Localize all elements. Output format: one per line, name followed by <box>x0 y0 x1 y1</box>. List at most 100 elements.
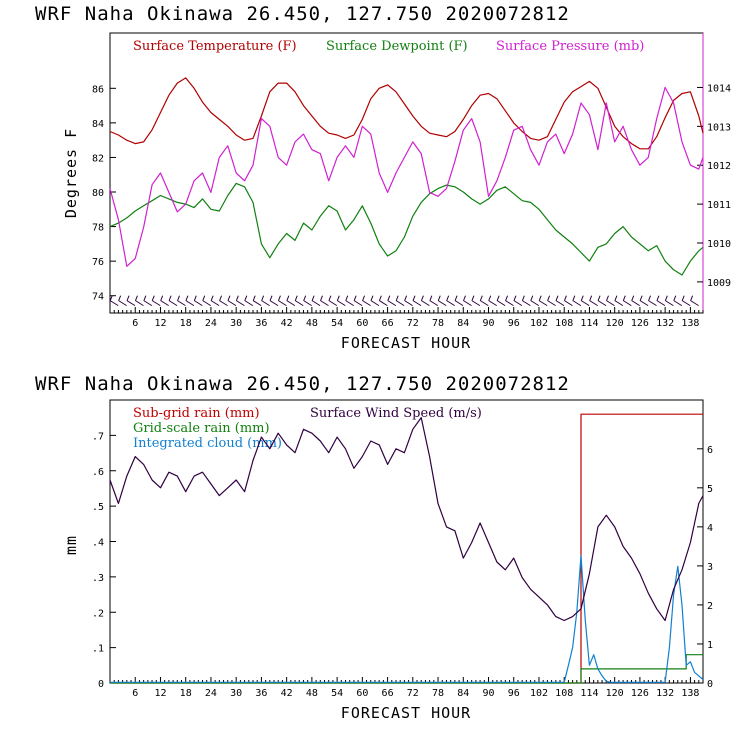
wind-barb <box>294 295 304 307</box>
wind-barb <box>664 295 674 307</box>
wind-barb <box>555 295 565 307</box>
wind-barb <box>505 295 514 307</box>
wind-barb <box>648 295 657 307</box>
panel1-xlabel: FORECAST HOUR <box>341 334 471 352</box>
wind-barb <box>580 295 590 307</box>
y2-tick-label: 1013 <box>707 122 731 133</box>
wind-barb <box>109 295 119 307</box>
wind-barb <box>463 295 472 307</box>
wind-barb <box>563 295 573 307</box>
wind-barb <box>345 295 354 307</box>
x-tick-label: 90 <box>482 688 494 699</box>
wind-barb <box>479 295 489 307</box>
x-tick-label: 120 <box>606 318 624 329</box>
x-tick-label: 78 <box>432 318 444 329</box>
x-tick-label: 18 <box>180 318 192 329</box>
legend-gridscale-rain: Grid-scale rain (mm) <box>133 421 270 436</box>
y-tick-label: .2 <box>92 608 104 619</box>
wind-barb <box>631 295 640 307</box>
x-tick-label: 60 <box>356 318 368 329</box>
wind-barbs-row <box>109 295 699 307</box>
x-tick-label: 12 <box>154 688 166 699</box>
wind-barb <box>160 295 169 307</box>
wind-barb <box>673 295 683 307</box>
legend-dewpoint: Surface Dewpoint (F) <box>326 39 468 54</box>
wind-barb <box>690 295 699 307</box>
wind-barb <box>597 295 607 307</box>
wind-barb <box>614 295 624 307</box>
wind-barb <box>656 295 666 307</box>
x-tick-label: 36 <box>255 318 267 329</box>
wind-barb <box>471 295 481 307</box>
wind-barb <box>488 295 497 307</box>
panel1-ylabel: Degrees F <box>62 128 80 218</box>
wind-barb <box>370 295 380 307</box>
y-tick-label: 76 <box>92 257 104 268</box>
x-tick-label: 126 <box>631 688 649 699</box>
y2-tick-label: 1 <box>707 640 713 651</box>
x-tick-label: 48 <box>306 688 318 699</box>
wind-barb <box>227 295 237 307</box>
x-tick-label: 84 <box>457 688 469 699</box>
panel1-title: WRF Naha Okinawa 26.450, 127.750 2020072… <box>35 3 570 25</box>
wind-barb <box>496 295 506 307</box>
y-tick-label: 74 <box>92 292 104 303</box>
y-tick-label: .6 <box>92 467 104 478</box>
panel1-y2-ticks: 1009 1010 1011 1012 1013 1014 <box>697 83 731 289</box>
x-tick-label: 132 <box>656 688 674 699</box>
x-tick-label: 126 <box>631 318 649 329</box>
x-tick-label: 102 <box>530 688 548 699</box>
x-tick-label: 120 <box>606 688 624 699</box>
x-tick-label: 54 <box>331 318 343 329</box>
y2-tick-label: 4 <box>707 523 713 534</box>
x-tick-label: 18 <box>180 688 192 699</box>
x-tick-label: 6 <box>132 318 138 329</box>
wind-barb <box>134 295 144 307</box>
wind-barb <box>420 295 430 307</box>
x-tick-label: 90 <box>482 318 494 329</box>
wind-barb <box>572 295 582 307</box>
wind-barb <box>378 295 388 307</box>
y-tick-label: .1 <box>92 644 104 655</box>
wind-barb <box>606 295 615 307</box>
x-tick-label: 48 <box>306 318 318 329</box>
x-tick-label: 24 <box>205 318 217 329</box>
x-tick-label: 30 <box>230 688 242 699</box>
wind-barb <box>328 295 338 307</box>
wind-barb <box>168 295 178 307</box>
panel2-series <box>109 413 704 684</box>
wind-barb <box>446 295 455 307</box>
y2-tick-label: 6 <box>707 445 713 456</box>
x-tick-label: 132 <box>656 318 674 329</box>
y2-tick-label: 1009 <box>707 278 731 289</box>
x-tick-label: 78 <box>432 688 444 699</box>
wind-barb <box>244 295 254 307</box>
panel2-ylabel: mm <box>62 535 80 555</box>
y2-tick-label: 3 <box>707 562 713 573</box>
wind-barb <box>547 295 556 307</box>
x-tick-label: 66 <box>382 318 394 329</box>
y2-tick-label: 5 <box>707 484 713 495</box>
wind-barb <box>277 295 287 307</box>
wind-barb <box>353 295 363 307</box>
x-tick-label: 12 <box>154 318 166 329</box>
x-tick-label: 72 <box>407 688 419 699</box>
legend-temperature: Surface Temperature (F) <box>133 39 297 54</box>
y-tick-label: 0 <box>98 679 104 690</box>
y-tick-label: 82 <box>92 153 104 164</box>
wind-barb <box>210 295 220 307</box>
y-tick-label: 84 <box>92 119 104 130</box>
wind-barb <box>429 295 439 307</box>
wind-barb <box>286 295 296 307</box>
y2-tick-label: 1014 <box>707 83 731 94</box>
x-tick-label: 60 <box>356 688 368 699</box>
wind-barb <box>513 295 523 307</box>
x-tick-label: 42 <box>281 688 293 699</box>
series-integrated-cloud <box>110 554 704 683</box>
y-tick-label: 80 <box>92 188 104 199</box>
legend-pressure: Surface Pressure (mb) <box>496 39 644 54</box>
panel2-title: WRF Naha Okinawa 26.450, 127.750 2020072… <box>35 373 570 395</box>
y-tick-label: .3 <box>92 573 104 584</box>
wind-barb <box>538 295 548 307</box>
